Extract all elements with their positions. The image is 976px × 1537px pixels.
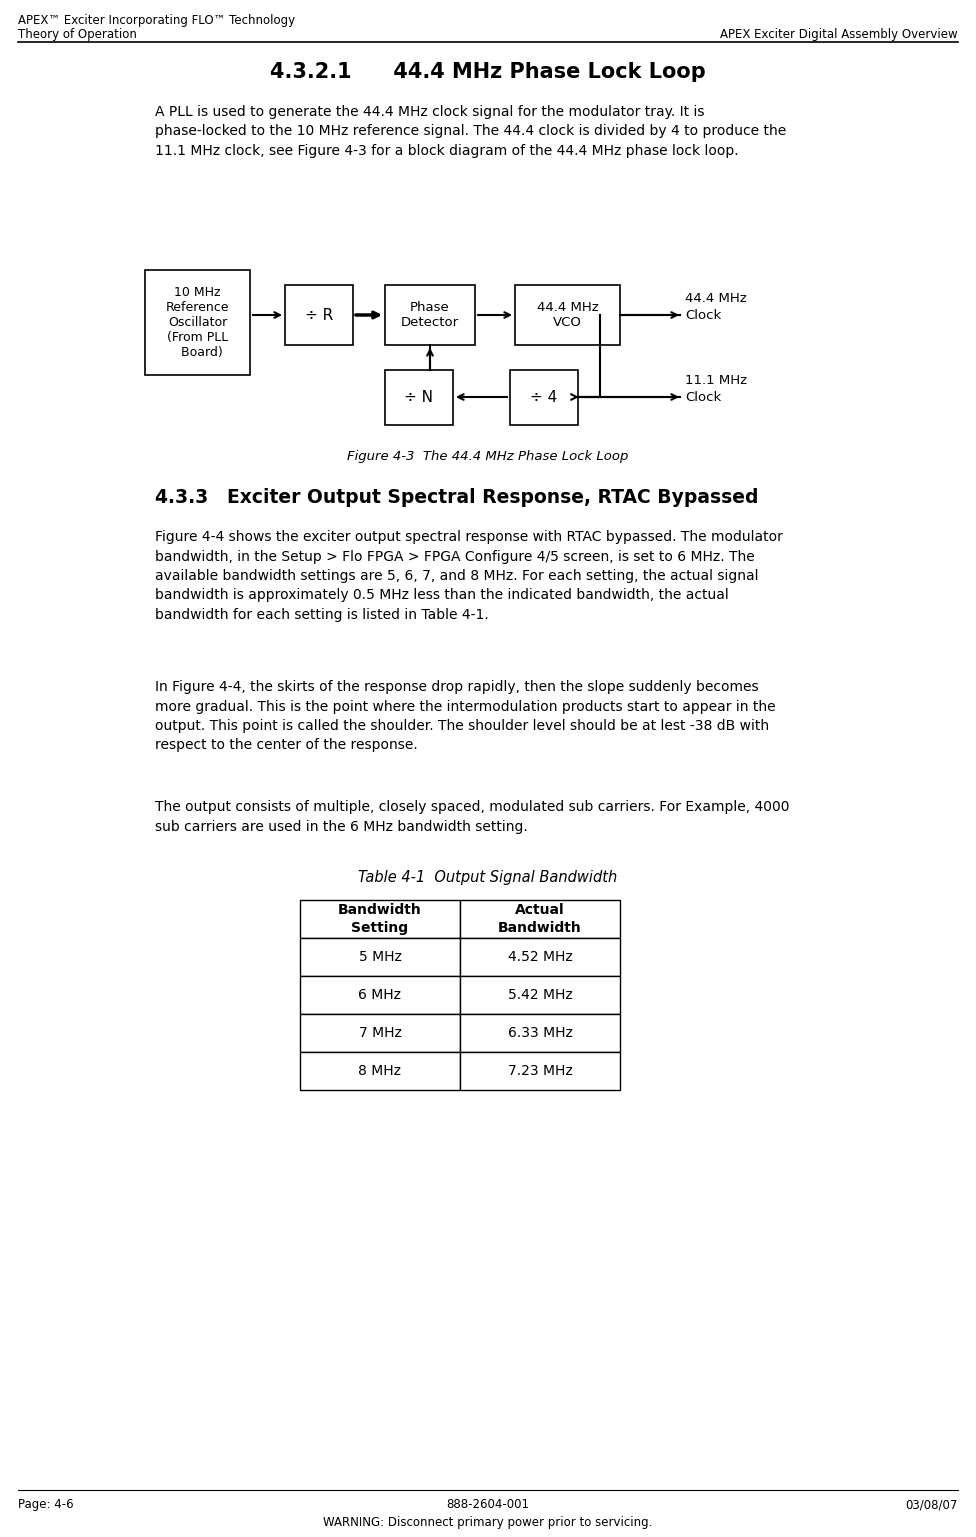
- Bar: [385, 284, 475, 344]
- Text: Actual
Bandwidth: Actual Bandwidth: [498, 904, 582, 934]
- Bar: [385, 370, 453, 426]
- Bar: [460, 938, 620, 976]
- Bar: [515, 284, 620, 344]
- Text: WARNING: Disconnect primary power prior to servicing.: WARNING: Disconnect primary power prior …: [323, 1515, 653, 1529]
- Text: 4.3.2.1  44.4 MHz Phase Lock Loop: 4.3.2.1 44.4 MHz Phase Lock Loop: [270, 61, 706, 81]
- Text: 5 MHz: 5 MHz: [358, 950, 401, 964]
- Bar: [300, 938, 460, 976]
- Text: Theory of Operation: Theory of Operation: [18, 28, 137, 41]
- Text: APEX™ Exciter Incorporating FLO™ Technology: APEX™ Exciter Incorporating FLO™ Technol…: [18, 14, 295, 28]
- Bar: [510, 370, 578, 426]
- Text: 6 MHz: 6 MHz: [358, 988, 401, 1002]
- Text: Page: 4-6: Page: 4-6: [18, 1499, 73, 1511]
- Text: 7.23 MHz: 7.23 MHz: [508, 1064, 572, 1077]
- Text: 03/08/07: 03/08/07: [906, 1499, 958, 1511]
- Text: 8 MHz: 8 MHz: [358, 1064, 401, 1077]
- Bar: [460, 1051, 620, 1090]
- Text: 7 MHz: 7 MHz: [358, 1027, 401, 1041]
- Text: 44.4 MHz
Clock: 44.4 MHz Clock: [685, 292, 747, 321]
- Text: 5.42 MHz: 5.42 MHz: [508, 988, 572, 1002]
- Text: 888-2604-001: 888-2604-001: [446, 1499, 530, 1511]
- Bar: [300, 976, 460, 1014]
- Text: Bandwidth
Setting: Bandwidth Setting: [338, 904, 422, 934]
- Bar: [300, 901, 460, 938]
- Text: The output consists of multiple, closely spaced, modulated sub carriers. For Exa: The output consists of multiple, closely…: [155, 799, 790, 833]
- Text: 6.33 MHz: 6.33 MHz: [508, 1027, 573, 1041]
- Text: ÷ R: ÷ R: [305, 307, 333, 323]
- Text: 44.4 MHz
VCO: 44.4 MHz VCO: [537, 301, 598, 329]
- Bar: [300, 1051, 460, 1090]
- Text: Figure 4-4 shows the exciter output spectral response with RTAC bypassed. The mo: Figure 4-4 shows the exciter output spec…: [155, 530, 783, 622]
- Bar: [460, 901, 620, 938]
- Bar: [285, 284, 353, 344]
- Bar: [460, 976, 620, 1014]
- Text: 10 MHz
Reference
Oscillator
(From PLL
  Board): 10 MHz Reference Oscillator (From PLL Bo…: [166, 286, 229, 360]
- Text: Table 4-1  Output Signal Bandwidth: Table 4-1 Output Signal Bandwidth: [358, 870, 618, 885]
- Text: Phase
Detector: Phase Detector: [401, 301, 459, 329]
- Text: 11.1 MHz
Clock: 11.1 MHz Clock: [685, 373, 747, 404]
- Bar: [145, 271, 250, 375]
- Text: A PLL is used to generate the 44.4 MHz clock signal for the modulator tray. It i: A PLL is used to generate the 44.4 MHz c…: [155, 105, 787, 158]
- Bar: [300, 1014, 460, 1051]
- Bar: [460, 1014, 620, 1051]
- Text: 4.52 MHz: 4.52 MHz: [508, 950, 572, 964]
- Text: Figure 4-3  The 44.4 MHz Phase Lock Loop: Figure 4-3 The 44.4 MHz Phase Lock Loop: [347, 450, 629, 463]
- Text: In Figure 4-4, the skirts of the response drop rapidly, then the slope suddenly : In Figure 4-4, the skirts of the respons…: [155, 679, 776, 753]
- Text: ÷ N: ÷ N: [404, 390, 433, 406]
- Text: ÷ 4: ÷ 4: [530, 390, 557, 406]
- Text: APEX Exciter Digital Assembly Overview: APEX Exciter Digital Assembly Overview: [720, 28, 958, 41]
- Text: 4.3.3 Exciter Output Spectral Response, RTAC Bypassed: 4.3.3 Exciter Output Spectral Response, …: [155, 489, 758, 507]
